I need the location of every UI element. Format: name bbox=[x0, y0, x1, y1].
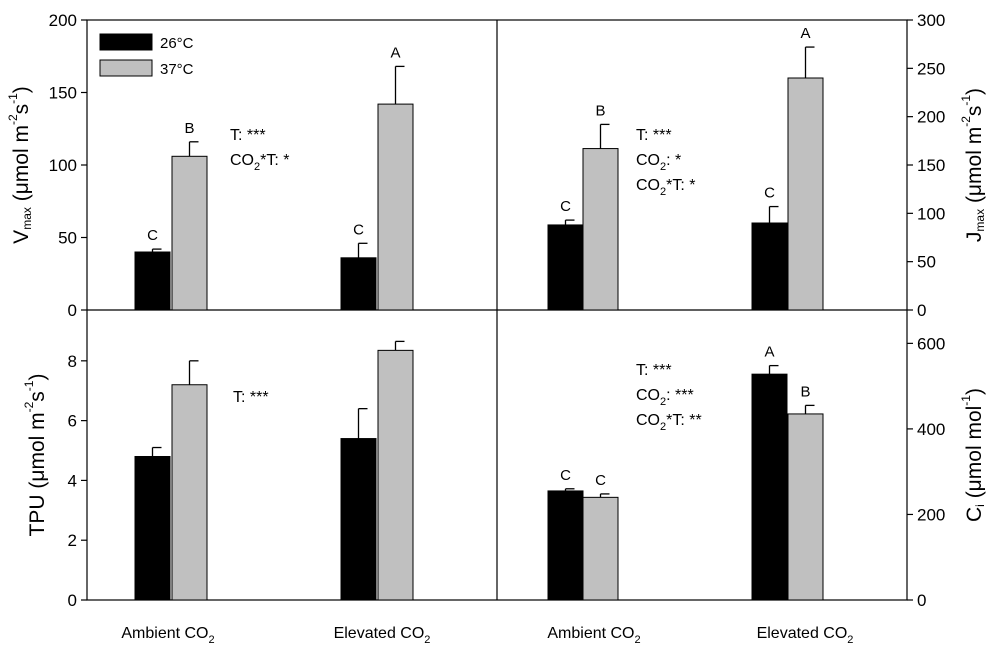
tpu-bar-37c-elevated bbox=[377, 349, 414, 601]
vmax-annotation-0: T: *** bbox=[230, 127, 266, 144]
ci-sig-letter-1-0: C bbox=[595, 472, 606, 489]
vmax-ytick-label-0: 0 bbox=[68, 301, 77, 320]
tpu-bar-26c-elevated bbox=[340, 438, 377, 601]
jmax-ytick-label-2: 100 bbox=[917, 204, 945, 223]
jmax-annotation-1: CO2: * bbox=[636, 152, 681, 173]
legend-label-26c: 26°C bbox=[160, 35, 194, 52]
ci-sig-letter-1-1: B bbox=[800, 383, 810, 400]
panel-tpu: 0 2 4 6 8 T: *** TPU (μmol m-2s-1) bbox=[22, 340, 414, 610]
jmax-annotation-2: CO2*T: * bbox=[636, 177, 695, 198]
x-category-label-4: Elevated CO2 bbox=[757, 625, 854, 646]
tpu-bar-37c-ambient bbox=[171, 384, 208, 601]
tpu-ytick-label-1: 2 bbox=[68, 531, 77, 550]
legend-swatch-26c bbox=[99, 33, 153, 51]
ci-ytick-label-2: 400 bbox=[917, 420, 945, 439]
vmax-ytick-label-1: 50 bbox=[58, 229, 77, 248]
ci-ytick-label-1: 200 bbox=[917, 505, 945, 524]
tpu-ytick-label-3: 6 bbox=[68, 412, 77, 431]
tpu-ytick-label-2: 4 bbox=[68, 471, 77, 490]
ci-sig-letter-0-1: A bbox=[764, 344, 774, 361]
jmax-sig-letter-1-0: B bbox=[595, 102, 605, 119]
jmax-bar-37c-ambient bbox=[582, 148, 619, 311]
jmax-sig-letter-1-1: A bbox=[800, 25, 810, 42]
vmax-sig-letter-1-1: A bbox=[390, 44, 400, 61]
ci-annotation-1: CO2: *** bbox=[636, 387, 694, 408]
jmax-bar-37c-elevated bbox=[787, 77, 824, 311]
jmax-ytick-label-0: 0 bbox=[917, 301, 926, 320]
jmax-sig-letter-0-1: C bbox=[764, 185, 775, 202]
jmax-ytick-label-4: 200 bbox=[917, 108, 945, 127]
ci-ytick-label-0: 0 bbox=[917, 591, 926, 610]
vmax-ytick-label-2: 100 bbox=[49, 156, 77, 175]
ci-bar-37c-ambient bbox=[582, 496, 619, 601]
ci-bar-37c-elevated bbox=[787, 413, 824, 601]
jmax-sig-letter-0-0: C bbox=[560, 198, 571, 215]
legend-swatch-37c bbox=[99, 59, 153, 77]
ci-sig-letter-0-0: C bbox=[560, 467, 571, 484]
tpu-y-axis-title: TPU (μmol m-2s-1) bbox=[22, 374, 48, 537]
ci-ytick-label-3: 600 bbox=[917, 334, 945, 353]
jmax-y-axis-title: Jmax (μmol m-2s-1) bbox=[959, 88, 987, 242]
ci-annotation-0: T: *** bbox=[636, 362, 672, 379]
vmax-bar-37c-ambient bbox=[171, 155, 208, 311]
jmax-ytick-label-6: 300 bbox=[917, 11, 945, 30]
vmax-bar-37c-elevated bbox=[377, 103, 414, 311]
x-category-label-1: Ambient CO2 bbox=[121, 625, 214, 646]
ci-annotation-2: CO2*T: ** bbox=[636, 412, 702, 433]
ci-bar-26c-elevated bbox=[751, 373, 788, 601]
tpu-bar-26c-ambient bbox=[134, 455, 171, 601]
tpu-ytick-label-0: 0 bbox=[68, 591, 77, 610]
tpu-ytick-label-4: 8 bbox=[68, 352, 77, 371]
vmax-annotation-1: CO2*T: * bbox=[230, 152, 289, 173]
tpu-annotation-0: T: *** bbox=[233, 389, 269, 406]
vmax-sig-letter-0-0: C bbox=[147, 227, 158, 244]
jmax-ytick-label-1: 50 bbox=[917, 253, 936, 272]
legend: 26°C 37°C bbox=[99, 33, 194, 78]
x-category-label-2: Elevated CO2 bbox=[334, 625, 431, 646]
x-category-label-3: Ambient CO2 bbox=[547, 625, 640, 646]
legend-label-37c: 37°C bbox=[160, 61, 194, 78]
vmax-bar-26c-ambient bbox=[134, 251, 171, 311]
jmax-ytick-label-5: 250 bbox=[917, 59, 945, 78]
vmax-ytick-label-4: 200 bbox=[49, 11, 77, 30]
vmax-ytick-label-3: 150 bbox=[49, 84, 77, 103]
vmax-sig-letter-0-1: C bbox=[353, 221, 364, 238]
jmax-bar-26c-elevated bbox=[751, 222, 788, 311]
vmax-sig-letter-1-0: B bbox=[184, 120, 194, 137]
x-category-labels: Ambient CO2 Elevated CO2 Ambient CO2 Ele… bbox=[121, 625, 853, 646]
vmax-y-axis-title: Vmax (μmol m-2s-1) bbox=[6, 86, 34, 244]
jmax-bar-26c-ambient bbox=[547, 224, 584, 311]
vmax-bar-26c-elevated bbox=[340, 257, 377, 311]
ci-y-axis-title: Ci (μmol mol-1) bbox=[959, 388, 987, 522]
panel-vmax: 0 50 100 150 200 C C B A T: *** CO2*T: * Vmax (μmol… bbox=[6, 11, 414, 320]
jmax-annotation-0: T: *** bbox=[636, 127, 672, 144]
panel-ci: 0 200 400 600 C A C B T: *** CO2: *** CO2*T: ** Ci … bbox=[547, 334, 987, 610]
panel-jmax: 0 50 100 150 200 250 300 C C B A T: *** CO2: * CO2*T:… bbox=[547, 11, 987, 320]
ci-bar-26c-ambient bbox=[547, 490, 584, 601]
jmax-ytick-label-3: 150 bbox=[917, 156, 945, 175]
